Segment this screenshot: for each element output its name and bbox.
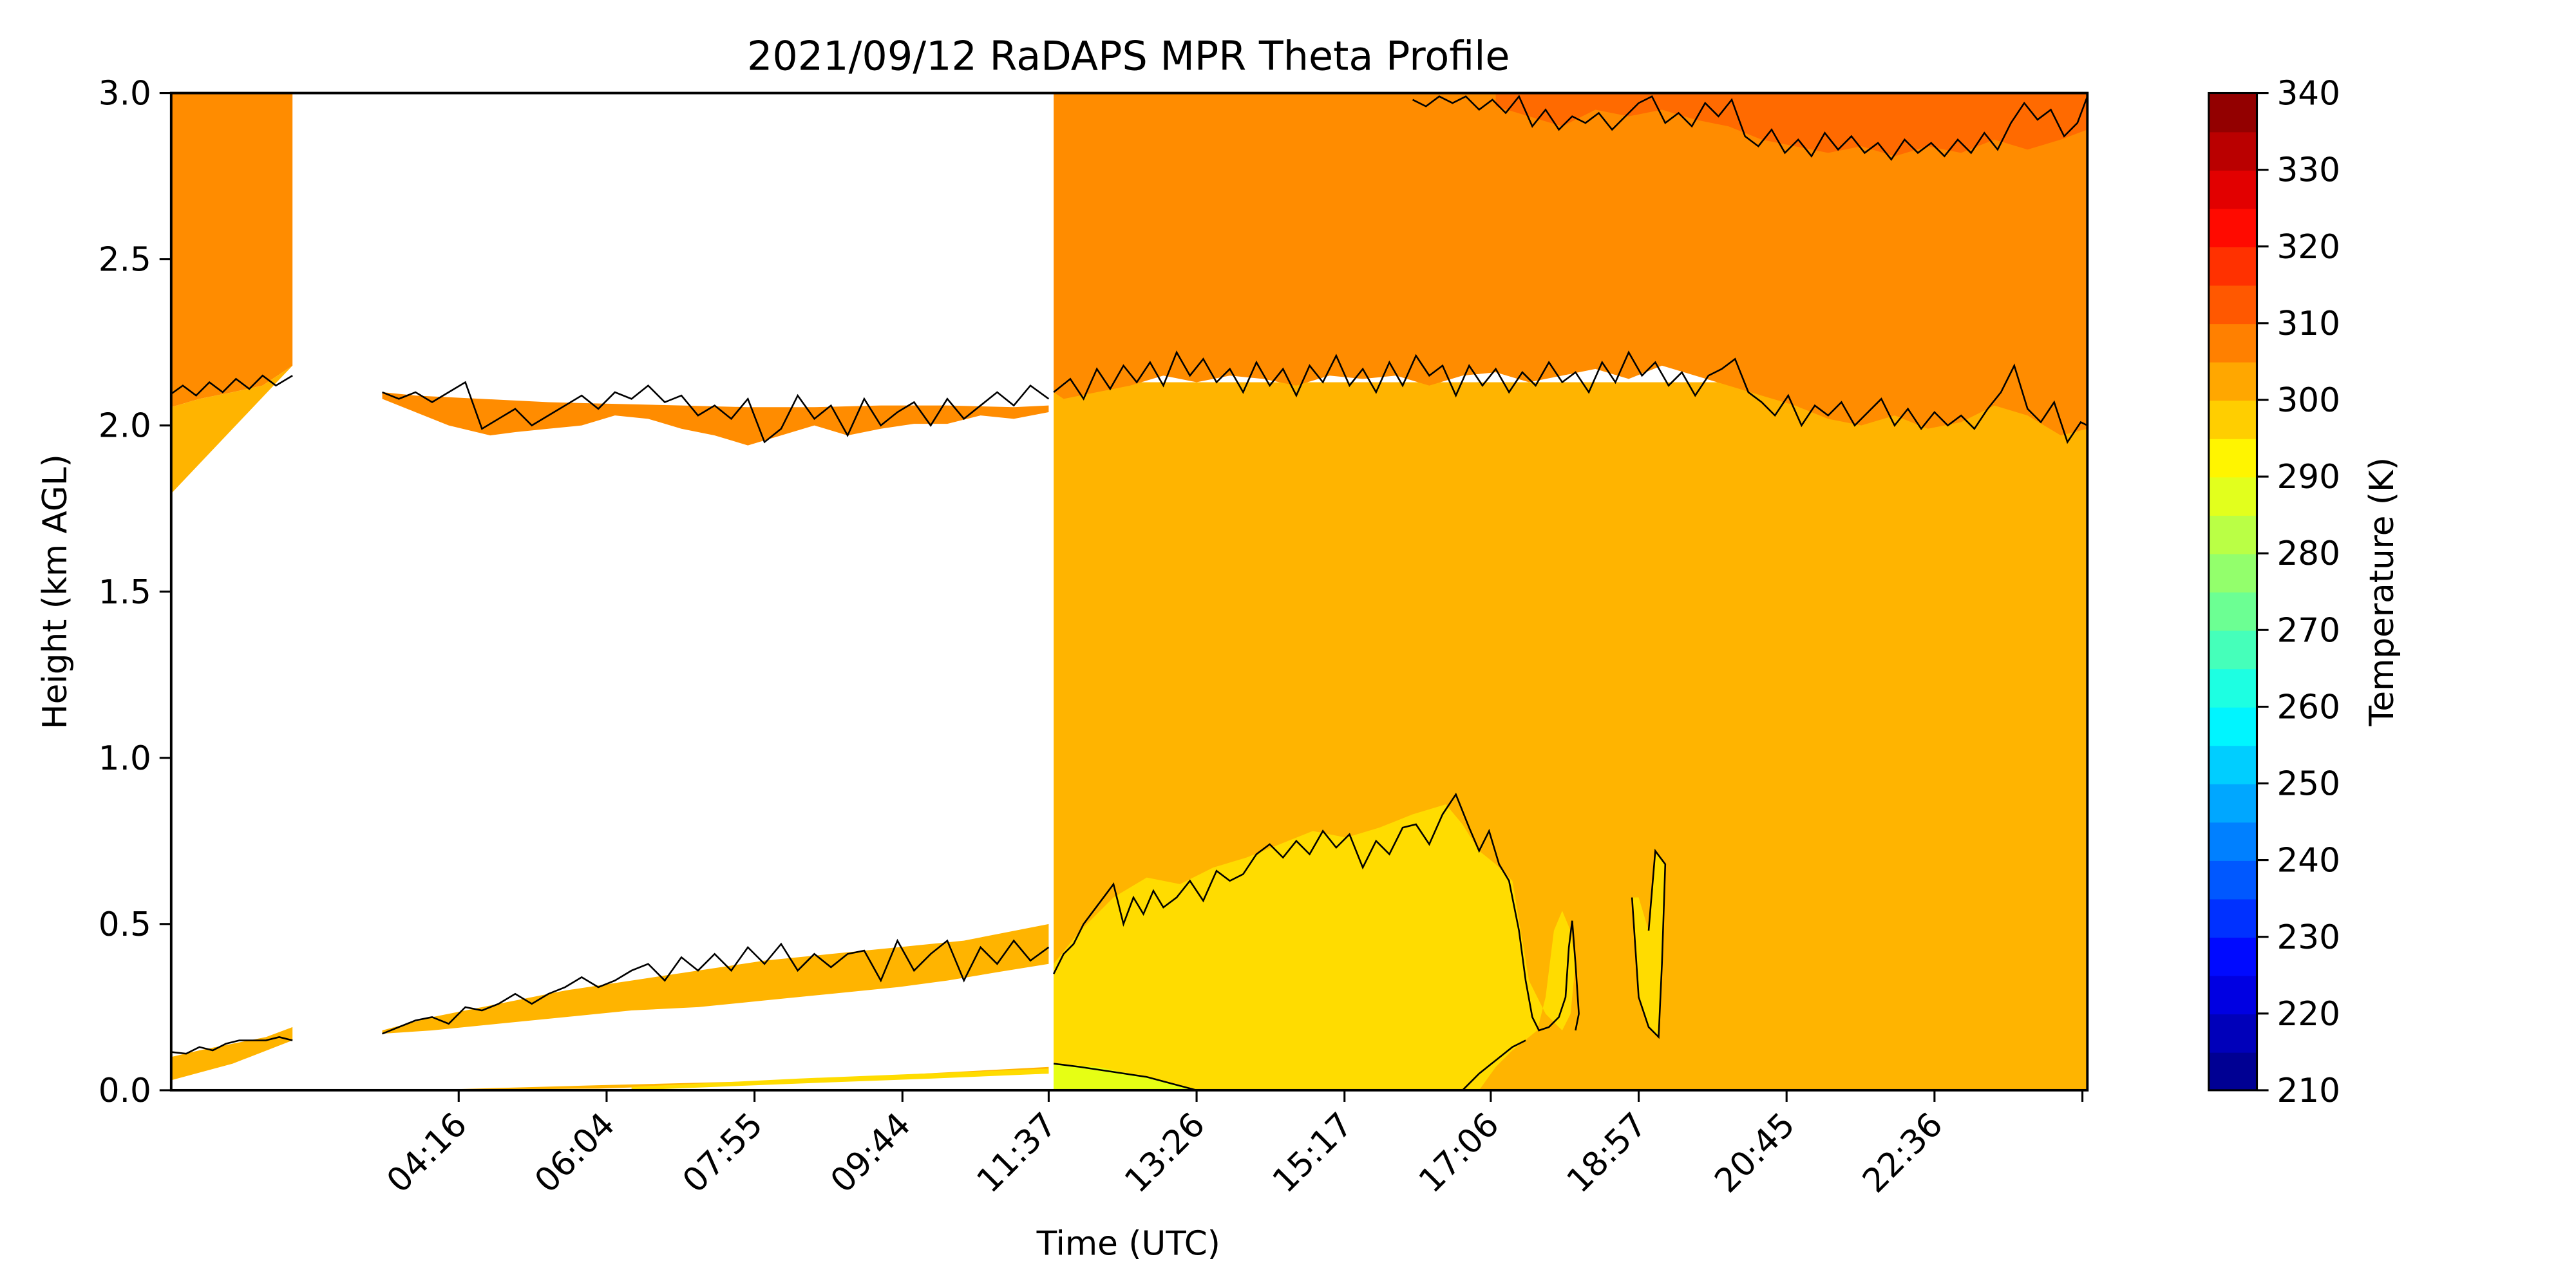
- colorbar-band: [2208, 898, 2257, 938]
- right-upper-field: [1054, 93, 2088, 436]
- colorbar-band: [2208, 93, 2257, 133]
- colorbar-band: [2208, 1013, 2257, 1053]
- right-bottom-sliver: [1054, 1063, 1197, 1090]
- colorbar-tick-label: 240: [2277, 842, 2340, 880]
- colorbar-frame: [2208, 91, 2259, 1092]
- y-axis: 0.0 0.5 1.0 1.5 2.0 2.5 3.0: [99, 75, 171, 1110]
- left-lower-block: [171, 365, 293, 494]
- x-tick-label: 13:26: [1117, 1105, 1213, 1200]
- x-tick-label: 11:37: [969, 1105, 1065, 1200]
- colorbar-tick-label: 280: [2277, 535, 2340, 573]
- contour-lines: [171, 95, 2088, 1092]
- x-axis-title: Time (UTC): [1036, 1224, 1220, 1263]
- y-tick-label: 0.0: [99, 1072, 151, 1110]
- colorbar-band: [2208, 323, 2257, 363]
- colorbar-tick-label: 220: [2277, 995, 2340, 1034]
- x-tick-label: 22:36: [1855, 1105, 1951, 1200]
- colorbar-tick-label: 230: [2277, 918, 2340, 957]
- contour-line-upper-gap: [382, 381, 1050, 444]
- colorbar-tick-label: 290: [2277, 458, 2340, 497]
- contour-line-upper-right: [1053, 350, 2088, 444]
- y-tick-label: 2.5: [99, 241, 151, 279]
- colorbar-title: Temperature (K): [2363, 457, 2401, 726]
- colorbar-tick-label: 310: [2277, 305, 2340, 343]
- y-axis-title: Height (km AGL): [36, 454, 75, 729]
- colorbar-band: [2208, 668, 2257, 708]
- colorbar-tick-label: 260: [2277, 688, 2340, 726]
- x-tick-label: 18:57: [1560, 1105, 1655, 1200]
- gap-upper-band: [382, 392, 1049, 446]
- colorbar-band: [2208, 822, 2257, 861]
- colorbar-band: [2208, 169, 2257, 209]
- colorbar-band: [2208, 285, 2257, 325]
- y-tick-label: 2.0: [99, 407, 151, 446]
- colorbar: 210 220 230 240 250 260 270 280 290 300 310 320 330 3…: [2208, 75, 2340, 1110]
- x-tick-label: 06:04: [527, 1105, 623, 1200]
- colorbar-band: [2208, 860, 2257, 900]
- contour-line-lower-gap: [382, 938, 1050, 1035]
- colorbar-tick-label: 320: [2277, 228, 2340, 267]
- colorbar-band: [2208, 744, 2257, 784]
- contour-line-lower-left: [171, 1036, 293, 1055]
- y-tick-label: 0.5: [99, 905, 151, 944]
- colorbar-band: [2208, 553, 2257, 592]
- colorbar-tick-label: 330: [2277, 151, 2340, 190]
- colorbar-tick-label: 250: [2277, 765, 2340, 804]
- colorbar-band: [2208, 706, 2257, 746]
- colorbar-band: [2208, 477, 2257, 516]
- colorbar-band: [2208, 246, 2257, 286]
- x-tick-label: 15:17: [1265, 1105, 1361, 1200]
- colorbar-tick-label: 270: [2277, 611, 2340, 650]
- contour-line-ground: [1053, 1063, 1197, 1092]
- colorbar-band: [2208, 399, 2257, 439]
- colorbar-band: [2208, 1052, 2257, 1092]
- gap-bottom-sliver-b: [631, 1068, 1049, 1090]
- contour-line-bump-right: [1631, 848, 1667, 1039]
- y-tick-label: 1.0: [99, 739, 151, 778]
- left-upper-block: [171, 93, 293, 408]
- contour-line-top-right: [1412, 95, 2088, 161]
- contour-line-bump: [1052, 792, 1580, 1032]
- x-tick-label: 09:44: [823, 1105, 918, 1200]
- colorbar-band: [2208, 783, 2257, 823]
- colorbar-band: [2208, 591, 2257, 631]
- colorbar-tick-label: 340: [2277, 75, 2340, 113]
- x-tick-label: 17:06: [1412, 1105, 1507, 1200]
- y-tick-label: 3.0: [99, 75, 151, 113]
- colorbar-band: [2208, 361, 2257, 401]
- right-spike-a: [1632, 851, 1665, 1037]
- colorbar-band: [2208, 630, 2257, 670]
- colorbar-band: [2208, 515, 2257, 554]
- y-tick-label: 1.5: [99, 573, 151, 612]
- colorbar-tick-label: 300: [2277, 381, 2340, 420]
- x-tick-label: 20:45: [1707, 1105, 1803, 1200]
- contour-line-ground-b: [1462, 1039, 1526, 1091]
- colorbar-band: [2208, 208, 2257, 248]
- x-axis: 04:16 06:04 07:55 09:44 11:37 13:26 15:17 17:06…: [379, 1090, 2084, 1200]
- theta-fields: [171, 93, 2088, 1090]
- colorbar-band: [2208, 975, 2257, 1015]
- x-tick-label: 04:16: [379, 1105, 475, 1200]
- colorbar-band: [2208, 131, 2257, 171]
- colorbar-band: [2208, 438, 2257, 478]
- chart-title: 2021/09/12 RaDAPS MPR Theta Profile: [747, 33, 1510, 79]
- right-top-layer: [1495, 93, 2088, 156]
- colorbar-tick-label: 210: [2277, 1072, 2340, 1110]
- x-tick-label: 07:55: [676, 1105, 771, 1200]
- contour-line-upper-left: [171, 374, 293, 397]
- right-yellow-bump: [1054, 804, 1576, 1090]
- colorbar-band: [2208, 936, 2257, 976]
- gap-lower-band: [382, 923, 1049, 1034]
